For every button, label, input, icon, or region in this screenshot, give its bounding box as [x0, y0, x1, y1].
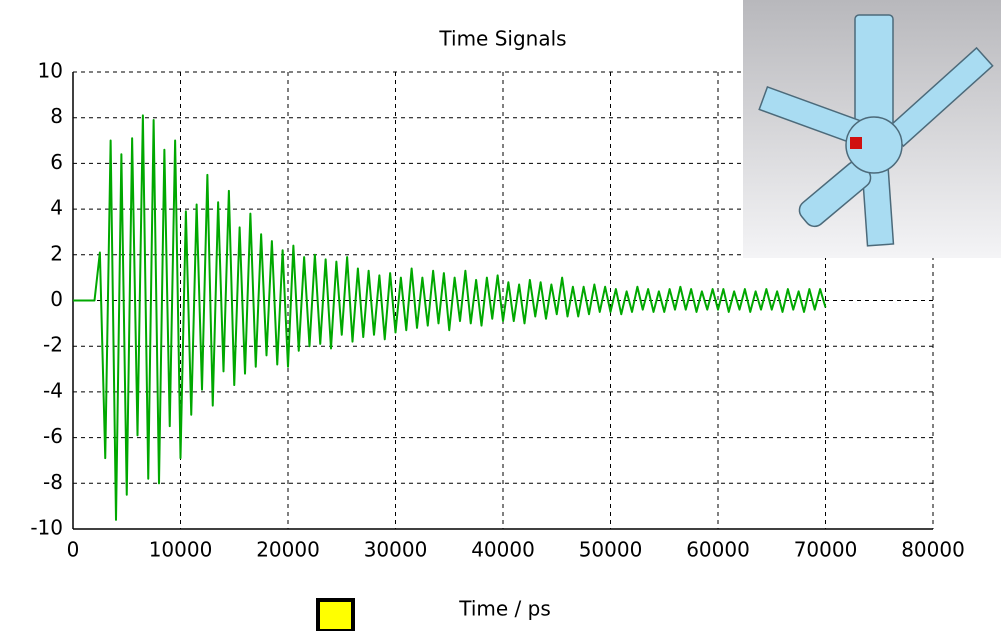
x-tick-label: 50000: [579, 538, 643, 562]
x-tick-label: 30000: [364, 538, 428, 562]
port: [850, 137, 862, 149]
y-tick-label: -8: [43, 470, 63, 494]
page: Time Signals Time / ps -10 -8 -6 -4 -2 0 2 4 6 8 1…: [0, 0, 1001, 631]
y-tick-label: 8: [50, 104, 63, 128]
chart-title: Time Signals: [438, 27, 566, 51]
y-tick-label: -6: [43, 424, 63, 448]
y-tick-label: -4: [43, 378, 63, 402]
x-tick-label: 60000: [686, 538, 750, 562]
x-tick-label: 10000: [149, 538, 213, 562]
y-tick-label: 0: [50, 287, 63, 311]
x-tick-label: 0: [67, 538, 80, 562]
y-tick-label: -2: [43, 333, 63, 357]
y-tick-label: 4: [50, 196, 63, 220]
legend-marker: [318, 600, 353, 631]
x-tick-label: 40000: [471, 538, 535, 562]
y-tick-label: 10: [38, 59, 63, 83]
chart: Time Signals Time / ps -10 -8 -6 -4 -2 0 2 4 6 8 1…: [0, 0, 1001, 631]
x-axis-label: Time / ps: [458, 597, 551, 621]
x-tick-label: 70000: [794, 538, 858, 562]
y-tick-label: 2: [50, 241, 63, 265]
model-inset: [743, 0, 1001, 258]
y-tick-label: 6: [50, 150, 63, 174]
y-tick-label: -10: [30, 516, 63, 540]
x-tick-label: 80000: [901, 538, 965, 562]
series-line: [73, 115, 826, 519]
x-tick-label: 20000: [256, 538, 320, 562]
